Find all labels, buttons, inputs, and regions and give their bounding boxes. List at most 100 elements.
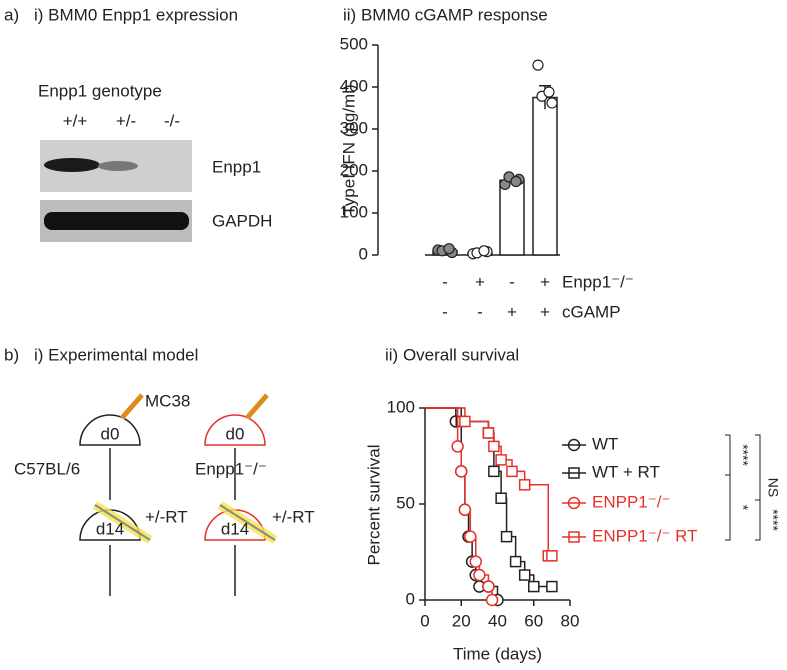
bar: [532, 96, 558, 256]
panel-title: ii) BMM0 cGAMP response: [343, 5, 548, 24]
survival-point: [546, 580, 558, 593]
panel-title: ii) Overall survival: [385, 345, 519, 364]
condition-sign: +: [507, 302, 517, 321]
survival-point: [495, 454, 507, 466]
survival-point: [488, 465, 500, 478]
survival-point: [464, 530, 477, 543]
significance-label: ****: [735, 444, 751, 466]
survival-point: [459, 415, 471, 428]
panel-label: a): [4, 5, 19, 24]
survival-point: [546, 550, 558, 562]
survival-point: [506, 465, 518, 478]
condition-label: cGAMP: [562, 302, 621, 321]
lane-label: +/-: [116, 111, 136, 130]
condition-sign: -: [442, 272, 448, 291]
survival-point: [469, 555, 482, 568]
legend-label: WT: [592, 434, 618, 453]
data-point: [510, 175, 522, 188]
blot-band: [44, 158, 100, 172]
blot-header: Enpp1 genotype: [38, 81, 162, 100]
survival-point: [528, 580, 540, 593]
bar: [499, 179, 525, 256]
survival-step: [425, 407, 459, 447]
syringe: [245, 393, 269, 420]
significance-bracket: [755, 499, 761, 541]
significance-label: ****: [765, 509, 781, 531]
survival-point: [495, 492, 507, 504]
day-label: d14: [96, 519, 124, 538]
panel-title: i) BMM0 Enpp1 expression: [34, 5, 238, 24]
legend-label: WT + RT: [592, 462, 660, 481]
condition-sign: +: [540, 302, 550, 321]
condition-label: Enpp1⁻/⁻: [562, 272, 634, 291]
x-tick-label: 0: [420, 611, 429, 630]
tumor-label: MC38: [145, 391, 190, 410]
treatment-label: +/-RT: [272, 507, 315, 526]
survival-point: [473, 568, 486, 582]
day-label: d14: [221, 519, 249, 538]
survival-point: [482, 580, 495, 593]
data-point: [546, 97, 558, 109]
significance-label: NS: [765, 478, 781, 497]
data-point: [443, 243, 455, 255]
condition-sign: -: [477, 302, 483, 321]
y-tick-label: 200: [340, 160, 368, 179]
survival-point: [509, 555, 522, 568]
significance-bracket: [725, 434, 731, 476]
survival-step: [524, 484, 549, 556]
condition-sign: +: [475, 272, 485, 291]
y-tick-label: 400: [340, 76, 368, 95]
panel-title: i) Experimental model: [34, 345, 198, 364]
band-label: Enpp1: [212, 157, 261, 176]
y-axis-label: Percent survival: [364, 445, 383, 566]
legend-label: ENPP1⁻/⁻ RT: [592, 526, 698, 545]
significance-bracket: [755, 434, 761, 541]
survival-point: [455, 465, 468, 478]
day-label: d0: [226, 424, 245, 443]
model-diagram: [79, 393, 278, 596]
survival-point: [500, 530, 513, 543]
survival-point: [518, 569, 531, 581]
y-tick-label: 500: [340, 34, 368, 53]
y-tick-label: 100: [387, 397, 415, 416]
lane-label: -/-: [164, 111, 180, 130]
treatment-label: +/-RT: [145, 507, 188, 526]
survival-step: [488, 432, 495, 472]
y-tick-label: 0: [406, 589, 415, 608]
x-tick-label: 20: [452, 611, 471, 630]
significance-bracket: [725, 474, 731, 541]
x-tick-label: 80: [561, 611, 580, 630]
condition-sign: +: [540, 272, 550, 291]
x-tick-label: 60: [524, 611, 543, 630]
x-tick-label: 40: [488, 611, 507, 630]
survival-point: [458, 503, 472, 517]
mouse-dome: [79, 414, 141, 446]
y-tick-label: 100: [340, 202, 368, 221]
blot-band: [98, 161, 138, 171]
significance-label: *: [735, 505, 751, 511]
legend-label: ENPP1⁻/⁻: [592, 492, 670, 511]
survival-point: [518, 479, 531, 491]
band-label: GAPDH: [212, 211, 272, 230]
survival-step: [501, 497, 508, 537]
blot-band: [44, 212, 189, 230]
survival-point: [482, 427, 495, 439]
condition-sign: -: [509, 272, 515, 291]
radiation-beam: [219, 504, 276, 541]
y-tick-label: 300: [340, 118, 368, 137]
panel-label: b): [4, 345, 19, 364]
survival-point: [451, 440, 464, 453]
mouse-dome: [204, 414, 266, 446]
y-tick-label: 0: [359, 244, 368, 263]
data-point: [532, 59, 544, 71]
condition-sign: -: [442, 302, 448, 321]
data-point: [543, 86, 555, 98]
y-tick-label: 50: [396, 493, 415, 512]
survival-point: [485, 593, 499, 607]
x-axis-label: Time (days): [453, 644, 542, 663]
mouse-label: Enpp1⁻/⁻: [195, 459, 267, 478]
mouse-label: C57BL/6: [14, 459, 80, 478]
syringe: [120, 393, 144, 420]
